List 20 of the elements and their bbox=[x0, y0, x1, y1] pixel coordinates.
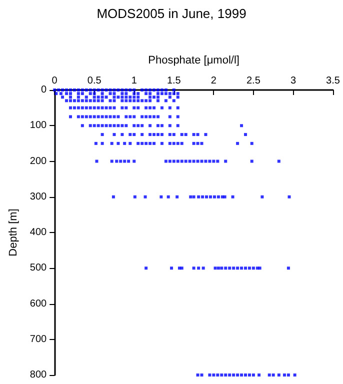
y-tick-label: 100 bbox=[30, 120, 48, 132]
y-tick-label: 800 bbox=[30, 370, 48, 380]
x-axis-title: Phosphate [μmol/l] bbox=[148, 54, 240, 66]
x-tick-label: 2 bbox=[210, 76, 217, 86]
y-tick-label: 500 bbox=[30, 262, 48, 274]
y-tick-label: 0 bbox=[41, 84, 48, 96]
x-tick-label: 1 bbox=[131, 76, 138, 86]
x-tick-label: 3 bbox=[290, 76, 296, 86]
chart-title: MODS2005 in June, 1999 bbox=[96, 6, 246, 21]
y-tick-label: 200 bbox=[30, 156, 48, 167]
x-tick-label: 1.5 bbox=[166, 76, 182, 86]
y-tick-label: 400 bbox=[30, 227, 48, 238]
x-tick-label: 0.5 bbox=[87, 76, 102, 86]
y-tick-label: 300 bbox=[30, 191, 48, 202]
y-tick-label: 700 bbox=[30, 334, 48, 345]
y-tick-label: 600 bbox=[30, 298, 48, 310]
y-axis-title: Depth [m] bbox=[8, 208, 20, 256]
x-tick-label: 2.5 bbox=[246, 76, 261, 86]
x-tick-label: 0 bbox=[52, 76, 58, 86]
x-tick-label: 3.5 bbox=[326, 76, 340, 86]
